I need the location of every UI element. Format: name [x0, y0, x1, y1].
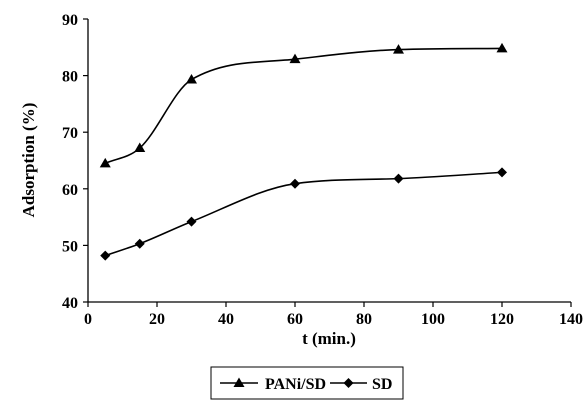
x-tick-label: 140: [559, 311, 583, 328]
y-tick-label: 60: [62, 182, 78, 199]
legend: PANi/SD SD: [210, 366, 404, 400]
data-point-pani-sd: [134, 142, 146, 153]
data-point-pani-sd: [289, 53, 301, 64]
y-tick-label: 80: [62, 69, 78, 86]
series-line-sd: [104, 171, 503, 257]
x-tick-label: 100: [421, 311, 445, 328]
x-axis-title: t (min.): [302, 329, 356, 348]
data-point-pani-sd: [186, 74, 197, 84]
y-tick-label: 70: [62, 125, 78, 142]
data-point-sd: [186, 216, 197, 227]
y-tick-label: 50: [62, 238, 78, 255]
series-line-pani-sd: [104, 47, 503, 165]
x-tick-label: 40: [218, 311, 234, 328]
x-tick-label: 20: [149, 311, 165, 328]
series-layer: [99, 42, 508, 261]
x-tick-label: 0: [84, 311, 92, 328]
plot-area: 0 20 40 60 80 100 120 140 40 50 60 70 80 90: [62, 12, 583, 328]
data-point-sd: [290, 178, 300, 189]
x-tick-label: 80: [356, 311, 372, 328]
y-tick-label: 40: [62, 295, 78, 312]
data-point-sd: [393, 173, 404, 184]
data-point-pani-sd: [99, 157, 111, 168]
data-point-sd: [497, 167, 507, 178]
y-ticks: 40 50 60 70 80 90: [62, 12, 88, 312]
legend-label-sd: SD: [372, 376, 392, 393]
y-tick-label: 90: [62, 12, 78, 29]
legend-triangle-marker: [233, 377, 245, 387]
x-ticks: 0 20 40 60 80 100 120 140: [84, 302, 583, 328]
legend-diamond-marker: [343, 378, 354, 388]
data-point-pani-sd: [393, 44, 404, 54]
data-point-pani-sd: [496, 42, 508, 53]
x-tick-label: 60: [287, 311, 303, 328]
y-axis-title: Adsorption (%): [19, 103, 38, 218]
data-point-sd: [100, 250, 111, 261]
x-tick-label: 120: [490, 311, 514, 328]
data-point-sd: [134, 238, 145, 249]
legend-label-panisd: PANi/SD: [265, 376, 326, 393]
